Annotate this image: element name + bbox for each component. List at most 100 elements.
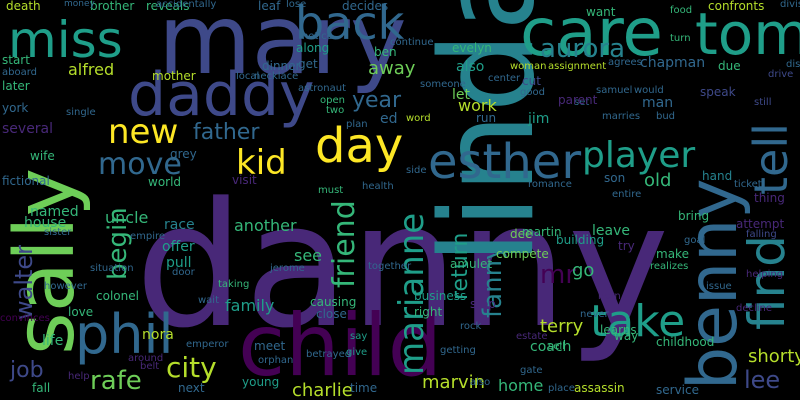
word: old <box>644 170 672 191</box>
word: life <box>42 333 64 349</box>
word: realizes <box>650 261 689 272</box>
word: agrees <box>608 57 642 68</box>
word: leaf <box>258 0 281 13</box>
word: mother <box>152 69 196 83</box>
word: division <box>780 0 800 10</box>
word: never <box>580 309 609 320</box>
word: bud <box>656 111 676 122</box>
word: getting <box>440 345 476 356</box>
word: say <box>350 331 368 342</box>
word: pull <box>166 255 192 271</box>
word: care <box>520 0 664 71</box>
word: rafe <box>90 366 142 396</box>
word: away <box>368 58 416 79</box>
word: give <box>346 347 368 358</box>
word: home <box>498 376 544 395</box>
word: bring <box>678 209 710 223</box>
word: gate <box>520 365 543 376</box>
word: let <box>452 87 470 103</box>
word: turn <box>670 33 691 44</box>
word: fictional <box>2 174 50 188</box>
word: get <box>298 57 318 71</box>
word: thing <box>754 191 785 205</box>
word: someone <box>420 79 466 90</box>
word: race <box>164 217 195 233</box>
word: house <box>24 215 67 231</box>
word: named <box>30 204 79 220</box>
word: way <box>614 329 639 343</box>
word: city <box>166 351 217 384</box>
word: center <box>488 73 521 84</box>
word: around <box>128 353 164 364</box>
word: mary <box>158 0 407 96</box>
word: ticket <box>734 179 762 190</box>
word: situation <box>90 263 134 274</box>
word: move <box>98 147 182 182</box>
word: leave <box>592 223 630 239</box>
word: service <box>656 383 699 397</box>
word: place <box>548 383 575 394</box>
word: issue <box>706 281 732 292</box>
word: assassin <box>574 381 625 395</box>
word: right <box>414 305 443 319</box>
word: together <box>368 261 412 272</box>
word: stop <box>470 297 496 311</box>
word: belt <box>140 361 160 372</box>
word: miss <box>8 11 123 69</box>
word: sister <box>44 227 72 238</box>
word: confronts <box>708 0 765 13</box>
word: decides <box>342 0 389 13</box>
word: entire <box>612 189 642 200</box>
word: later <box>2 79 30 93</box>
word: samuel <box>596 85 633 96</box>
word: colonel <box>96 289 139 303</box>
word: along <box>296 41 330 55</box>
word: local <box>236 71 260 82</box>
word: amulet <box>450 257 493 271</box>
word: drive <box>768 69 794 80</box>
word: causing <box>310 295 357 309</box>
word: danny <box>135 165 670 366</box>
word: work <box>458 96 497 115</box>
word: wait <box>198 295 220 306</box>
word: meet <box>254 339 286 353</box>
word: compete <box>496 247 549 261</box>
word: speak <box>700 85 736 99</box>
word: back <box>295 0 405 50</box>
word: evelyn <box>452 41 492 55</box>
word: take <box>590 296 686 347</box>
word: plan <box>346 119 368 130</box>
word: aboard <box>2 67 38 78</box>
word: side <box>406 165 427 176</box>
word: ben <box>374 45 397 59</box>
word: martin <box>522 225 562 239</box>
word: money <box>64 0 95 9</box>
word: cut <box>522 74 541 88</box>
word: dee <box>510 227 533 241</box>
word: offer <box>162 239 195 255</box>
word: woman <box>510 61 547 72</box>
word: close <box>316 307 347 321</box>
word: lee <box>744 366 781 394</box>
word: decline <box>736 303 773 314</box>
word: start <box>2 53 30 67</box>
word: family <box>225 296 275 315</box>
word: continue <box>390 37 434 48</box>
word: attempt <box>736 217 785 231</box>
word: romance <box>528 179 572 190</box>
word: jim <box>528 111 550 127</box>
word: two <box>326 105 345 116</box>
word: uncle <box>105 208 149 227</box>
word: betrayed <box>306 349 352 360</box>
word: another <box>234 216 297 235</box>
word: new <box>108 112 179 152</box>
word: convinces <box>0 313 50 324</box>
word: rock <box>460 321 482 332</box>
word: job <box>10 358 44 383</box>
word: child <box>238 296 443 396</box>
word: death <box>6 0 41 13</box>
word: childhood <box>656 335 715 349</box>
word: building <box>556 233 605 247</box>
word: coach <box>530 339 572 355</box>
word: helping <box>746 269 784 280</box>
